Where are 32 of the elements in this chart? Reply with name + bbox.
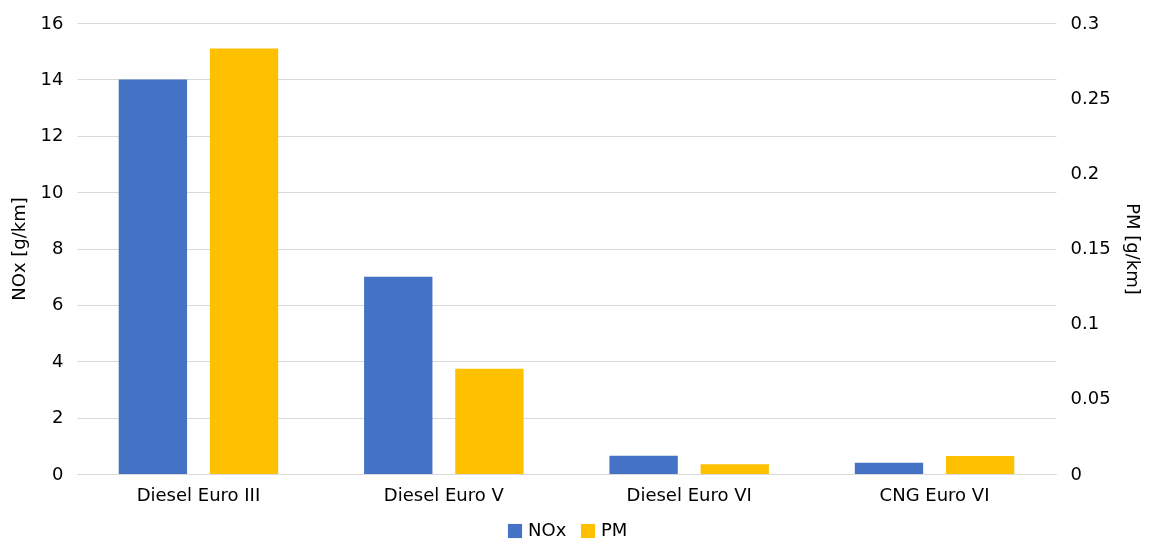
- bar: [209, 48, 279, 474]
- bar: [700, 464, 769, 474]
- y2-axis-title: PM [g/km]: [1122, 203, 1144, 295]
- y2-tick-label: 0.3: [1070, 11, 1100, 33]
- y-tick-label: 16: [40, 11, 64, 33]
- y-tick-label: 2: [52, 406, 64, 428]
- y-axis-title: NOx [g/km]: [7, 197, 29, 301]
- bar: [118, 79, 188, 474]
- y-tick-label: 10: [40, 180, 64, 202]
- y-tick-label: 8: [52, 237, 64, 258]
- legend-label: PM: [601, 519, 628, 540]
- y2-tick-label: 0.05: [1070, 387, 1111, 409]
- y-tick-label: 0: [52, 462, 64, 484]
- bar: [455, 368, 524, 474]
- y2-tick-label: 0.15: [1070, 237, 1111, 258]
- legend-label: NOx: [528, 519, 567, 540]
- y2-tick-label: 0.25: [1070, 86, 1111, 108]
- bar: [945, 455, 1015, 474]
- bar: [609, 455, 678, 474]
- y2-tick-label: 0.2: [1070, 161, 1100, 183]
- x-tick-label: CNG Euro VI: [879, 483, 990, 505]
- y2-tick-label: 0.1: [1070, 312, 1100, 334]
- bar: [854, 462, 924, 474]
- x-tick-label: Diesel Euro III: [136, 483, 261, 505]
- bar: [364, 276, 433, 474]
- y-tick-label: 14: [40, 67, 64, 89]
- y-tick-label: 12: [40, 124, 64, 146]
- x-tick-label: Diesel Euro V: [383, 483, 505, 505]
- y2-tick-label: 0: [1070, 462, 1082, 484]
- y-tick-label: 4: [52, 349, 64, 371]
- y-tick-label: 6: [52, 293, 64, 315]
- x-tick-label: Diesel Euro VI: [626, 483, 752, 505]
